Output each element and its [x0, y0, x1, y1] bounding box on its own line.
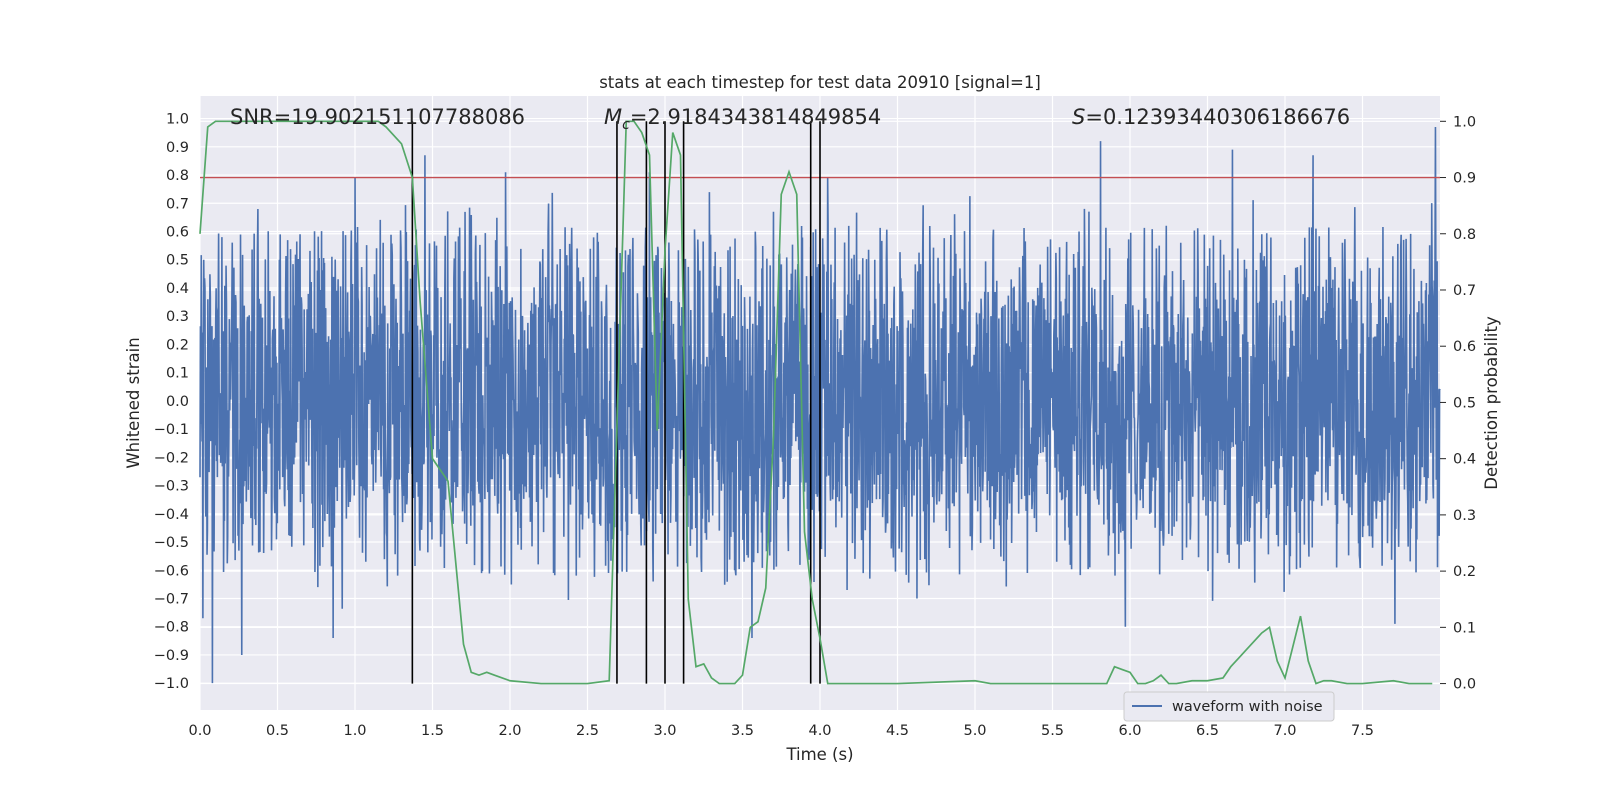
- x-tick-label: 6.0: [1118, 723, 1141, 739]
- y-tick-label: 1.0: [166, 112, 189, 128]
- y2-tick-label: 0.9: [1453, 171, 1476, 187]
- y-tick-label: −0.1: [154, 422, 189, 438]
- y2-tick-label: 0.4: [1453, 452, 1476, 468]
- x-tick-label: 0.5: [266, 723, 289, 739]
- y-tick-label: 0.8: [166, 168, 189, 184]
- legend-box: [1123, 691, 1335, 722]
- x-tick-label: 2.0: [498, 723, 521, 739]
- y2-tick-label: 0.1: [1453, 620, 1476, 636]
- x-tick-label: 5.5: [1041, 723, 1064, 739]
- y-tick-label: 0.5: [166, 253, 189, 269]
- y-tick-label: −0.3: [154, 479, 189, 495]
- y-tick-label: 0.2: [166, 337, 189, 353]
- spin-symbol: S: [1072, 105, 1085, 129]
- legend-label: waveform with noise: [1172, 699, 1323, 715]
- spin-value: =0.12393440306186676: [1085, 105, 1350, 129]
- y-tick-label: −0.2: [154, 450, 189, 466]
- x-tick-label: 5.0: [963, 723, 986, 739]
- y-tick-label: 0.6: [166, 225, 189, 241]
- y-tick-label: −0.9: [154, 648, 189, 664]
- x-axis-ticks: 0.0 0.5 1.0 1.5 2.0 2.5 3.0 3.5 4.0 4.5 5.0 5.5 6.0 6…: [188, 723, 1374, 739]
- y-tick-label: 0.3: [166, 309, 189, 325]
- y-tick-label: −0.8: [154, 620, 189, 636]
- y2-tick-label: 0.3: [1453, 508, 1476, 524]
- x-tick-label: 2.5: [576, 723, 599, 739]
- y2-tick-label: 0.0: [1453, 677, 1476, 693]
- y-tick-label: 0.0: [166, 394, 189, 410]
- probability-series: [199, 120, 1433, 685]
- y2-axis-label: Detection probability: [1482, 316, 1501, 490]
- chirp-mass-subscript: c: [622, 117, 630, 133]
- y-tick-label: 0.7: [166, 196, 189, 212]
- y2-tick-label: 0.6: [1453, 339, 1476, 355]
- y-axis-ticks: 1.0 0.9 0.8 0.7 0.6 0.5 0.4 0.3 0.2 0.1 0.0 −0.1 −0.…: [154, 112, 189, 693]
- y2-tick-label: 1.0: [1453, 114, 1476, 130]
- x-tick-label: 1.5: [421, 723, 444, 739]
- y-tick-label: −0.4: [154, 507, 189, 523]
- x-tick-label: 1.0: [343, 723, 366, 739]
- chirp-mass-annotation: Mc=2.9184343814849854: [604, 105, 881, 133]
- y2-tick-label: 0.2: [1453, 564, 1476, 580]
- chirp-mass-symbol: M: [604, 105, 622, 129]
- y-tick-label: 0.4: [166, 281, 189, 297]
- y-tick-label: −0.5: [154, 535, 189, 551]
- y-tick-label: −0.7: [154, 591, 189, 607]
- chirp-mass-value: =2.9184343814849854: [630, 105, 881, 129]
- chart-title: stats at each timestep for test data 209…: [599, 73, 1041, 92]
- event-lines: [411, 121, 821, 684]
- y-tick-label: 0.1: [166, 366, 189, 382]
- x-tick-label: 7.0: [1273, 723, 1296, 739]
- x-tick-label: 4.0: [808, 723, 831, 739]
- y2-tick-label: 0.7: [1453, 283, 1476, 299]
- y-tick-label: 0.9: [166, 140, 189, 156]
- x-axis-label: Time (s): [785, 745, 853, 764]
- x-tick-label: 7.5: [1351, 723, 1374, 739]
- x-tick-label: 6.5: [1196, 723, 1219, 739]
- y-tick-label: −1.0: [154, 676, 189, 692]
- x-tick-label: 3.5: [731, 723, 754, 739]
- y-tick-label: −0.6: [154, 563, 189, 579]
- x-tick-label: 0.0: [188, 723, 211, 739]
- y2-tick-label: 0.8: [1453, 227, 1476, 243]
- legend: waveform with noise: [1123, 691, 1335, 722]
- y-axis-label: Whitened strain: [124, 337, 143, 468]
- x-tick-label: 3.0: [653, 723, 676, 739]
- y2-tick-label: 0.5: [1453, 395, 1476, 411]
- x-tick-label: 4.5: [886, 723, 909, 739]
- y2-axis-ticks: 1.0 0.9 0.8 0.7 0.6 0.5 0.4 0.3 0.2 0.1 0.0: [1440, 114, 1476, 693]
- snr-annotation: SNR=19.902151107788086: [230, 105, 525, 129]
- probability-line: [199, 120, 1433, 685]
- spin-annotation: S=0.12393440306186676: [1072, 105, 1350, 129]
